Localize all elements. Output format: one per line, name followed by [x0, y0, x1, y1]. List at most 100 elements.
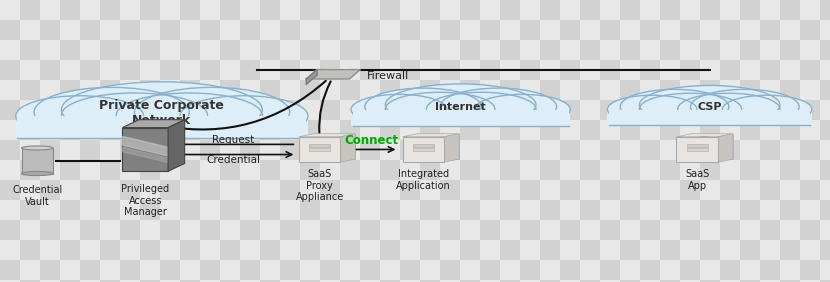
- Bar: [380, 200, 400, 220]
- Bar: [260, 280, 280, 282]
- Bar: [600, 260, 620, 280]
- Bar: [100, 40, 120, 60]
- Bar: [700, 160, 720, 180]
- Bar: [520, 200, 540, 220]
- Bar: [420, 100, 440, 120]
- Bar: [720, 280, 740, 282]
- Bar: [0, 140, 20, 160]
- Bar: [120, 280, 140, 282]
- Bar: [200, 180, 220, 200]
- Bar: [120, 100, 140, 120]
- Bar: [620, 80, 640, 100]
- Bar: [380, 60, 400, 80]
- Bar: [160, 180, 180, 200]
- Bar: [320, 140, 340, 160]
- Bar: [480, 20, 500, 40]
- Bar: [60, 120, 80, 140]
- Bar: [740, 120, 760, 140]
- Bar: [820, 260, 830, 280]
- Bar: [140, 40, 160, 60]
- Bar: [320, 120, 340, 140]
- Bar: [480, 120, 500, 140]
- Bar: [720, 20, 740, 40]
- Bar: [600, 220, 620, 240]
- Bar: [420, 20, 440, 40]
- Bar: [780, 220, 800, 240]
- Bar: [440, 240, 460, 260]
- Bar: [480, 180, 500, 200]
- Bar: [240, 260, 260, 280]
- Bar: [680, 60, 700, 80]
- Bar: [820, 120, 830, 140]
- Bar: [720, 140, 740, 160]
- Bar: [620, 200, 640, 220]
- Bar: [660, 120, 680, 140]
- Bar: [540, 140, 560, 160]
- Bar: [440, 160, 460, 180]
- Bar: [760, 40, 780, 60]
- Bar: [40, 180, 60, 200]
- Bar: [120, 160, 140, 180]
- Bar: [480, 260, 500, 280]
- Bar: [0, 0, 20, 20]
- Bar: [760, 80, 780, 100]
- Bar: [413, 144, 434, 147]
- Bar: [780, 60, 800, 80]
- Bar: [400, 140, 420, 160]
- Bar: [400, 20, 420, 40]
- Bar: [620, 180, 640, 200]
- Bar: [380, 0, 400, 20]
- Bar: [100, 180, 120, 200]
- Bar: [660, 100, 680, 120]
- Bar: [580, 100, 600, 120]
- Bar: [100, 60, 120, 80]
- Bar: [280, 20, 300, 40]
- Bar: [500, 180, 520, 200]
- Bar: [80, 0, 100, 20]
- Bar: [280, 160, 300, 180]
- Bar: [0, 260, 20, 280]
- Bar: [520, 60, 540, 80]
- Text: Internet: Internet: [435, 102, 486, 112]
- Bar: [420, 60, 440, 80]
- Bar: [120, 120, 140, 140]
- Bar: [780, 260, 800, 280]
- Bar: [460, 120, 480, 140]
- Bar: [360, 220, 380, 240]
- Bar: [400, 0, 420, 20]
- Bar: [500, 220, 520, 240]
- Bar: [620, 60, 640, 80]
- Bar: [140, 260, 160, 280]
- Bar: [640, 240, 660, 260]
- Polygon shape: [123, 120, 184, 127]
- Bar: [160, 60, 180, 80]
- Bar: [460, 40, 480, 60]
- Bar: [608, 106, 812, 125]
- Bar: [220, 0, 240, 20]
- Bar: [800, 60, 820, 80]
- Bar: [560, 180, 580, 200]
- Bar: [280, 120, 300, 140]
- Bar: [740, 240, 760, 260]
- Bar: [60, 60, 80, 80]
- Bar: [340, 220, 360, 240]
- Bar: [320, 20, 340, 40]
- Bar: [60, 180, 80, 200]
- Bar: [160, 100, 180, 120]
- Bar: [520, 240, 540, 260]
- Bar: [640, 0, 660, 20]
- Bar: [180, 200, 200, 220]
- Bar: [240, 140, 260, 160]
- Bar: [680, 100, 700, 120]
- Bar: [800, 140, 820, 160]
- Bar: [580, 280, 600, 282]
- Bar: [500, 100, 520, 120]
- Polygon shape: [676, 134, 733, 137]
- Bar: [220, 280, 240, 282]
- Bar: [140, 120, 160, 140]
- Bar: [640, 80, 660, 100]
- Bar: [800, 180, 820, 200]
- Bar: [520, 220, 540, 240]
- Bar: [600, 40, 620, 60]
- Bar: [340, 160, 360, 180]
